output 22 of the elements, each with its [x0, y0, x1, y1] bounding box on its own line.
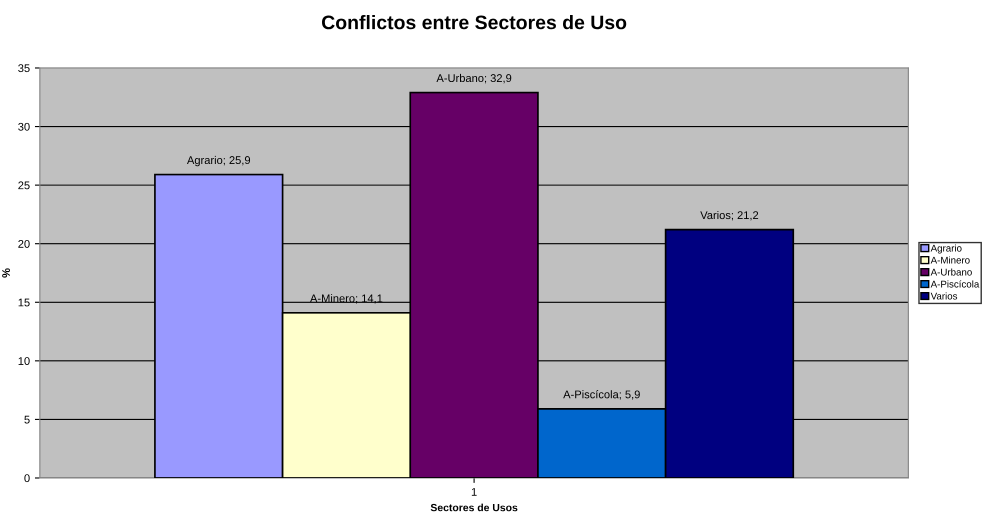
legend-label: Agrario: [930, 244, 962, 254]
y-tick-label: 10: [18, 357, 30, 365]
legend-label: A-Minero: [930, 256, 970, 264]
chart-title: Conflictos entre Sectores de Uso: [322, 15, 626, 30]
legend-label: A-Piscícola: [930, 280, 980, 288]
y-tick-label: 30: [18, 122, 30, 131]
legend-label: A-Urbano: [930, 268, 972, 276]
y-tick-label: 20: [18, 240, 30, 248]
legend-label: Varios: [930, 292, 958, 300]
data-label: A-Piscícola; 5,9: [563, 390, 640, 400]
data-label: Varios; 21,2: [700, 210, 758, 220]
y-tick-label: 35: [18, 64, 30, 72]
y-axis-title: %: [2, 268, 10, 278]
data-label: A-Minero; 14,1: [310, 294, 382, 304]
y-tick-label: 5: [24, 416, 30, 424]
data-label: A-Urbano; 32,9: [436, 74, 512, 84]
data-label: Agrario; 25,9: [186, 156, 250, 166]
x-axis-title: Sectores de Usos: [430, 504, 518, 512]
y-tick-label: 15: [18, 298, 30, 306]
x-tick-label: 1: [472, 488, 477, 496]
y-tick-label: 0: [24, 474, 30, 482]
y-tick-label: 25: [18, 181, 30, 190]
